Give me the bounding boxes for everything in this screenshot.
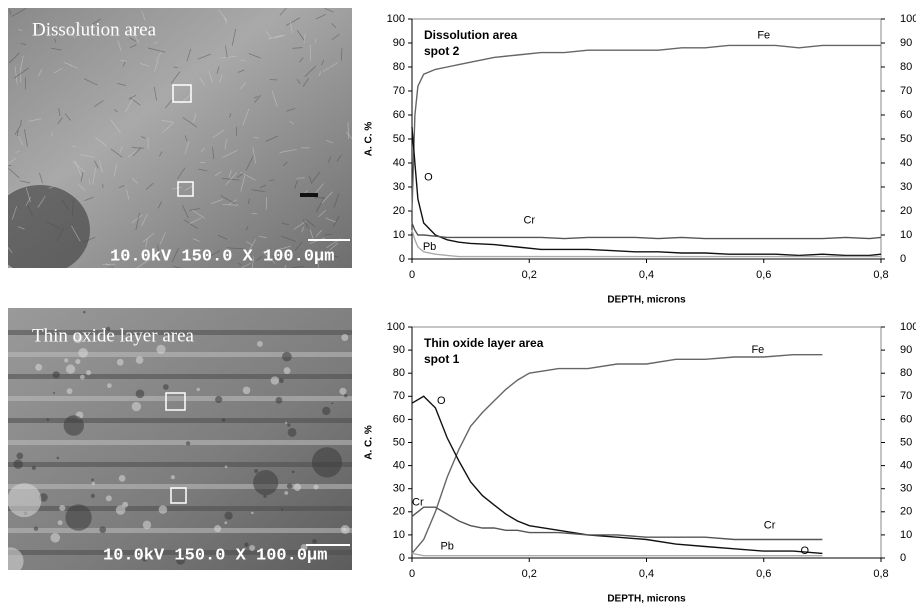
y2-tick-label: 60 — [900, 109, 912, 121]
y2-tick-label: 20 — [900, 506, 912, 518]
micrograph: Thin oxide layer area 10.0kV 150.0 X 100… — [0, 308, 352, 575]
series-label: Pb — [440, 540, 453, 552]
y-axis-label: A. C. % — [364, 425, 375, 460]
series-line — [412, 396, 822, 553]
series-label: O — [437, 395, 446, 407]
x-axis-label: DEPTH, microns — [607, 594, 686, 605]
y2-tick-label: 50 — [900, 436, 912, 448]
series-label: Pb — [423, 241, 436, 253]
y-tick-label: 20 — [393, 506, 405, 518]
x-tick-label: 0,8 — [873, 269, 888, 281]
y2-tick-label: 100 — [900, 321, 916, 333]
y-tick-label: 0 — [399, 253, 405, 265]
series-line — [412, 127, 881, 255]
x-tick-label: 0,6 — [756, 568, 771, 580]
y-tick-label: 20 — [393, 205, 405, 217]
micrograph-label: Dissolution area — [32, 19, 157, 40]
y-tick-label: 10 — [393, 229, 405, 241]
micrograph-label: Thin oxide layer area — [32, 325, 195, 346]
x-tick-label: 0,6 — [756, 269, 771, 281]
series-line — [412, 45, 881, 211]
micrograph: Dissolution area 10.0kV 150.0 X 100.0µm — [0, 8, 354, 277]
series-label: Cr — [523, 215, 535, 227]
y-tick-label: 50 — [393, 436, 405, 448]
chart-title: Dissolution area — [424, 28, 518, 42]
chart-subtitle: spot 2 — [424, 44, 460, 58]
y2-tick-label: 80 — [900, 367, 912, 379]
y2-tick-label: 30 — [900, 181, 912, 193]
x-tick-label: 0,2 — [522, 568, 537, 580]
x-tick-label: 0 — [409, 269, 415, 281]
x-tick-label: 0 — [409, 568, 415, 580]
y2-tick-label: 80 — [900, 61, 912, 73]
y2-tick-label: 90 — [900, 37, 912, 49]
x-tick-label: 0,4 — [639, 568, 654, 580]
y-tick-label: 60 — [393, 413, 405, 425]
y-axis-label: A. C. % — [364, 122, 375, 157]
y2-tick-label: 10 — [900, 529, 912, 541]
series-line — [412, 507, 822, 539]
y-tick-label: 50 — [393, 133, 405, 145]
x-tick-label: 0,4 — [639, 269, 654, 281]
y2-tick-label: 90 — [900, 344, 912, 356]
series-label: Fe — [751, 344, 764, 356]
y2-tick-label: 60 — [900, 413, 912, 425]
y2-tick-label: 40 — [900, 460, 912, 472]
x-tick-label: 0,8 — [873, 568, 888, 580]
series-label: Cr — [412, 496, 424, 508]
series-line — [412, 223, 881, 239]
y2-tick-label: 50 — [900, 133, 912, 145]
y2-tick-label: 20 — [900, 205, 912, 217]
y2-tick-label: 100 — [900, 13, 916, 25]
y-tick-label: 90 — [393, 344, 405, 356]
plot-frame — [412, 327, 881, 558]
y2-tick-label: 40 — [900, 157, 912, 169]
y2-tick-label: 30 — [900, 483, 912, 495]
y-tick-label: 10 — [393, 529, 405, 541]
chart-subtitle: spot 1 — [424, 352, 460, 366]
y-tick-label: 90 — [393, 37, 405, 49]
y-tick-label: 100 — [387, 13, 405, 25]
y-tick-label: 70 — [393, 85, 405, 97]
series-label: Fe — [757, 30, 770, 42]
y-tick-label: 80 — [393, 61, 405, 73]
y-tick-label: 40 — [393, 460, 405, 472]
series-line — [412, 553, 822, 555]
chart-title: Thin oxide layer area — [424, 336, 544, 350]
micrograph-info: 10.0kV 150.0 X 100.0µm — [110, 247, 334, 266]
x-tick-label: 0,2 — [522, 269, 537, 281]
figure: Dissolution area 10.0kV 150.0 X 100.0µm … — [0, 0, 916, 610]
x-axis-label: DEPTH, microns — [607, 295, 686, 306]
y2-tick-label: 70 — [900, 390, 912, 402]
y2-tick-label: 0 — [900, 253, 906, 265]
y-tick-label: 60 — [393, 109, 405, 121]
y2-tick-label: 70 — [900, 85, 912, 97]
y-tick-label: 70 — [393, 390, 405, 402]
series-label: O — [424, 171, 433, 183]
y-tick-label: 0 — [399, 552, 405, 564]
y2-tick-label: 10 — [900, 229, 912, 241]
y-tick-label: 100 — [387, 321, 405, 333]
series-line — [412, 355, 822, 554]
y-tick-label: 40 — [393, 157, 405, 169]
y-tick-label: 30 — [393, 181, 405, 193]
y2-tick-label: 0 — [900, 552, 906, 564]
y-tick-label: 30 — [393, 483, 405, 495]
micrograph-info: 10.0kV 150.0 X 100.0µm — [103, 546, 327, 565]
series-label: Cr — [764, 520, 776, 532]
y-tick-label: 80 — [393, 367, 405, 379]
plot-frame — [412, 19, 881, 259]
